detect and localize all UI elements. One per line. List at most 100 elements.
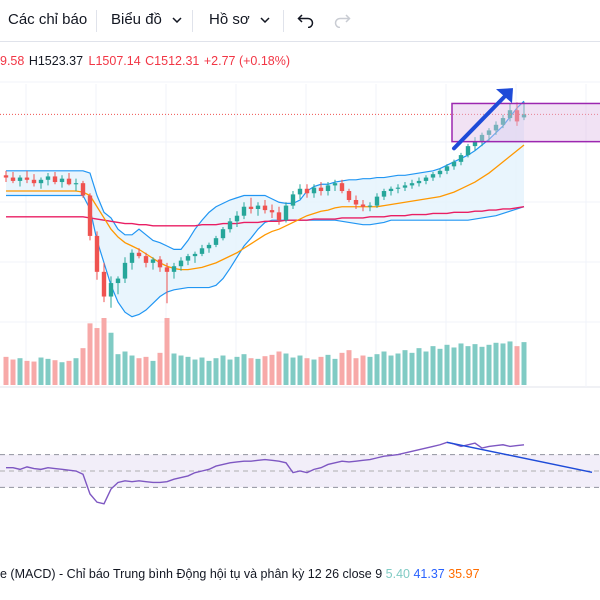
volume-bar	[290, 357, 296, 385]
candle-body	[283, 205, 289, 221]
volume-bar	[388, 355, 394, 385]
ohlc-open: 9.58	[0, 54, 25, 68]
toolbar-divider	[192, 10, 193, 32]
candle-body	[311, 187, 317, 194]
volume-bar	[507, 341, 513, 385]
volume-bar	[241, 354, 247, 385]
candle-body	[59, 178, 65, 183]
volume-bar	[325, 354, 331, 385]
volume-bar	[136, 358, 142, 385]
candle-body	[206, 244, 212, 249]
ma200-line	[6, 206, 525, 227]
volume-bar	[283, 353, 289, 385]
candle-body	[192, 253, 198, 257]
volume-bar	[3, 356, 9, 385]
candle-body	[164, 267, 170, 272]
volume-bar	[24, 360, 30, 385]
volume-bar	[430, 346, 436, 385]
candle-body	[416, 180, 422, 184]
volume-bar	[94, 328, 100, 385]
volume-bar	[262, 356, 268, 385]
volume-bar	[444, 344, 450, 385]
candle-body	[479, 134, 485, 142]
candle-body	[122, 262, 128, 279]
candle-body	[290, 194, 296, 206]
volume-bar	[80, 348, 86, 385]
candle-body	[353, 200, 359, 205]
candle-body	[234, 215, 240, 222]
volume-bar	[157, 352, 163, 385]
trend-arrowhead	[496, 88, 513, 104]
volume-bar	[73, 358, 79, 385]
volume-bar	[171, 353, 177, 385]
toolbar: Các chỉ báo Biểu đồ Hồ sơ	[0, 0, 600, 42]
volume-bar	[360, 355, 366, 385]
volume-bar	[213, 358, 219, 385]
redo-icon[interactable]	[333, 12, 351, 28]
candle-body	[395, 187, 401, 189]
profile-dropdown[interactable]: Hồ sơ	[209, 11, 270, 28]
volume-bar	[220, 355, 226, 385]
volume-bar	[108, 332, 114, 385]
candle-body	[458, 155, 464, 162]
trend-arrow-line	[452, 93, 508, 151]
ohlc-legend: 9.58 H1523.37 L1507.14 C1512.31 +2.77 (+…	[0, 54, 291, 68]
candle-body	[346, 191, 352, 200]
volume-bar	[255, 358, 261, 385]
candle-body	[318, 187, 324, 192]
ohlc-change: +2.77 (+0.18%)	[203, 54, 291, 68]
candle-body	[402, 185, 408, 188]
candle-body	[87, 195, 93, 236]
candle-body	[521, 114, 527, 118]
candle-body	[269, 210, 275, 213]
candle-body	[437, 170, 443, 175]
candle-body	[339, 183, 345, 192]
volume-bar	[423, 351, 429, 385]
volume-bar	[297, 355, 303, 385]
volume-bar	[395, 353, 401, 385]
volume-bar	[416, 348, 422, 385]
candle-body	[101, 271, 107, 297]
candle-body	[325, 185, 331, 192]
bollinger-lower-line	[6, 194, 525, 318]
macd-legend-text: e (MACD) - Chỉ báo Trung bình Động hội t…	[0, 567, 383, 581]
macd-legend: e (MACD) - Chỉ báo Trung bình Động hội t…	[0, 567, 480, 581]
price-pane	[0, 81, 600, 387]
candle-body	[52, 176, 58, 183]
candle-body	[3, 175, 9, 178]
volume-bar	[227, 359, 233, 385]
indicators-button[interactable]: Các chỉ báo	[8, 11, 88, 28]
candle-body	[178, 260, 184, 267]
volume-bar	[17, 358, 23, 385]
chart-type-dropdown[interactable]: Biểu đồ	[111, 11, 182, 28]
candle-body	[472, 141, 478, 147]
toolbar-divider	[96, 10, 97, 32]
candle-body	[108, 283, 114, 297]
volume-bar	[101, 318, 107, 385]
volume-bar	[52, 360, 58, 385]
volume-bar	[451, 347, 457, 385]
candle-body	[367, 205, 373, 207]
volume-bar	[339, 352, 345, 385]
chart-area[interactable]	[0, 42, 600, 560]
candle-body	[388, 188, 394, 192]
volume-bar	[409, 352, 415, 385]
macd-line-value: 41.37	[413, 567, 445, 581]
volume-bar	[374, 354, 380, 385]
candle-body	[241, 206, 247, 216]
volume-bar	[143, 356, 149, 385]
candle-body	[514, 110, 520, 122]
candle-body	[409, 183, 415, 186]
candle-body	[171, 266, 177, 272]
candle-body	[220, 229, 226, 239]
undo-icon[interactable]	[297, 12, 315, 28]
volume-bar	[199, 357, 205, 385]
candle-body	[17, 177, 23, 181]
candle-body	[157, 259, 163, 268]
candle-body	[451, 161, 457, 167]
candle-body	[297, 188, 303, 195]
volume-bar	[304, 358, 310, 385]
volume-bar	[122, 351, 128, 385]
candle-body	[10, 177, 16, 181]
candle-body	[381, 191, 387, 197]
